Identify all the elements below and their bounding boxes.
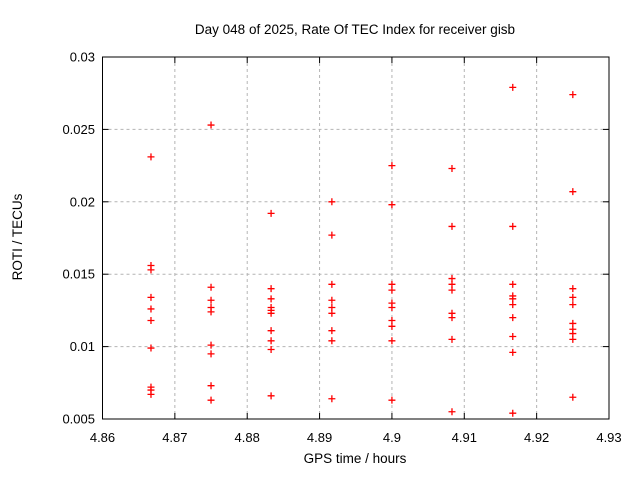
grid-lines — [102, 57, 609, 419]
data-point-marker — [569, 188, 577, 196]
data-points — [147, 83, 577, 417]
data-point-marker — [448, 222, 456, 230]
y-tick-label: 0.01 — [70, 339, 95, 354]
data-point-marker — [388, 286, 396, 294]
plot-border — [102, 56, 610, 420]
data-point-marker — [509, 222, 517, 230]
x-tick-labels: 4.86 4.87 4.88 4.89 4.9 4.91 4.92 4.93 — [90, 430, 622, 445]
data-point-marker — [267, 209, 275, 217]
data-point-marker — [207, 283, 215, 291]
data-point-marker — [509, 409, 517, 417]
data-point-marker — [448, 408, 456, 416]
data-point-marker — [569, 293, 577, 301]
data-point-marker — [207, 350, 215, 358]
data-point-marker — [207, 396, 215, 404]
data-point-marker — [448, 314, 456, 322]
x-tick-label: 4.87 — [162, 430, 187, 445]
data-point-marker — [509, 83, 517, 91]
data-point-marker — [388, 396, 396, 404]
x-tick-label: 4.89 — [307, 430, 332, 445]
data-point-marker — [147, 317, 155, 325]
data-point-marker — [267, 337, 275, 345]
data-point-marker — [448, 335, 456, 343]
data-point-marker — [267, 285, 275, 293]
data-point-marker — [267, 309, 275, 317]
data-point-marker — [569, 393, 577, 401]
data-point-marker — [328, 337, 336, 345]
data-point-marker — [147, 390, 155, 398]
data-point-marker — [328, 280, 336, 288]
y-tick-label: 0.015 — [62, 267, 95, 282]
data-point-marker — [267, 392, 275, 400]
data-point-marker — [328, 198, 336, 206]
data-point-marker — [388, 337, 396, 345]
data-point-marker — [509, 314, 517, 322]
data-point-marker — [509, 280, 517, 288]
x-tick-label: 4.91 — [452, 430, 477, 445]
data-point-marker — [388, 162, 396, 170]
data-point-marker — [509, 301, 517, 309]
data-point-marker — [207, 121, 215, 129]
y-axis-label: ROTI / TECUs — [10, 193, 25, 280]
x-axis-label: GPS time / hours — [304, 451, 407, 466]
data-point-marker — [569, 335, 577, 343]
data-point-marker — [328, 231, 336, 239]
data-point-marker — [207, 382, 215, 390]
x-tick-label: 4.9 — [383, 430, 401, 445]
data-point-marker — [569, 285, 577, 293]
data-point-marker — [147, 344, 155, 352]
data-point-marker — [147, 266, 155, 274]
y-tick-label: 0.025 — [62, 122, 95, 137]
data-point-marker — [509, 348, 517, 356]
data-point-marker — [267, 295, 275, 303]
data-point-marker — [328, 395, 336, 403]
y-tick-label: 0.03 — [70, 50, 95, 65]
x-tick-label: 4.93 — [596, 430, 621, 445]
x-tick-label: 4.88 — [235, 430, 260, 445]
data-point-marker — [328, 327, 336, 335]
data-point-marker — [147, 153, 155, 161]
data-point-marker — [388, 322, 396, 330]
data-point-marker — [448, 286, 456, 294]
data-point-marker — [328, 309, 336, 317]
data-point-marker — [147, 293, 155, 301]
data-point-marker — [267, 327, 275, 335]
x-tick-label: 4.92 — [524, 430, 549, 445]
data-point-marker — [388, 201, 396, 209]
data-point-marker — [207, 308, 215, 316]
data-point-marker — [207, 296, 215, 304]
data-point-marker — [147, 305, 155, 313]
data-point-marker — [448, 164, 456, 172]
data-point-marker — [509, 332, 517, 340]
data-point-marker — [388, 304, 396, 312]
axis-ticks — [102, 56, 610, 420]
data-point-marker — [569, 301, 577, 309]
data-point-marker — [328, 296, 336, 304]
data-point-marker — [207, 341, 215, 349]
data-point-marker — [267, 345, 275, 353]
y-tick-labels: 0.005 0.01 0.015 0.02 0.025 0.03 — [62, 50, 95, 427]
y-tick-label: 0.005 — [62, 412, 95, 427]
y-tick-label: 0.02 — [70, 194, 95, 209]
x-tick-label: 4.86 — [90, 430, 115, 445]
chart-title: Day 048 of 2025, Rate Of TEC Index for r… — [195, 22, 515, 37]
data-point-marker — [569, 91, 577, 99]
